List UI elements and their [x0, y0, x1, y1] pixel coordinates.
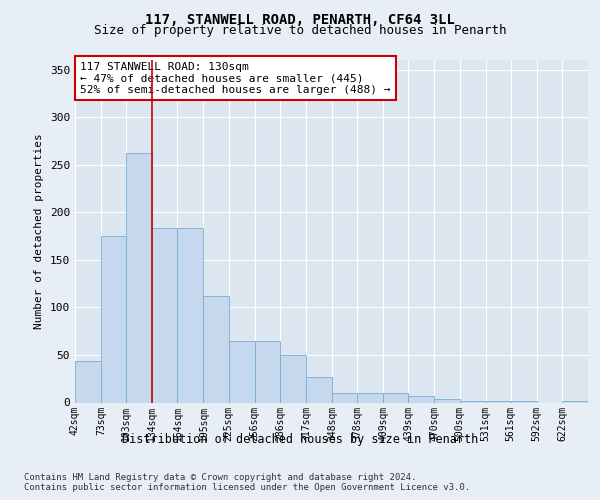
Bar [178, 228, 203, 402]
Bar [511, 400, 537, 402]
Bar [280, 355, 306, 403]
Text: Size of property relative to detached houses in Penarth: Size of property relative to detached ho… [94, 24, 506, 37]
Bar [152, 228, 178, 402]
Text: Contains HM Land Registry data © Crown copyright and database right 2024.
Contai: Contains HM Land Registry data © Crown c… [24, 472, 470, 492]
Bar [306, 377, 332, 402]
Bar [254, 340, 280, 402]
Bar [101, 236, 126, 402]
Bar [460, 400, 485, 402]
Text: 117 STANWELL ROAD: 130sqm
← 47% of detached houses are smaller (445)
52% of semi: 117 STANWELL ROAD: 130sqm ← 47% of detac… [80, 62, 391, 95]
Bar [357, 393, 383, 402]
Bar [383, 393, 409, 402]
Bar [126, 153, 152, 402]
Bar [332, 393, 357, 402]
Y-axis label: Number of detached properties: Number of detached properties [34, 134, 44, 329]
Bar [485, 400, 511, 402]
Text: 117, STANWELL ROAD, PENARTH, CF64 3LL: 117, STANWELL ROAD, PENARTH, CF64 3LL [145, 12, 455, 26]
Bar [75, 360, 101, 403]
Bar [409, 396, 434, 402]
Bar [562, 400, 588, 402]
Bar [434, 398, 460, 402]
Bar [203, 296, 229, 403]
Text: Distribution of detached houses by size in Penarth: Distribution of detached houses by size … [122, 432, 478, 446]
Bar [229, 340, 254, 402]
